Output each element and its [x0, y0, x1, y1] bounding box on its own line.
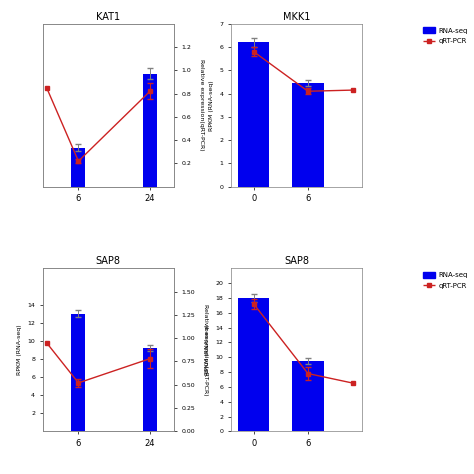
Legend: RNA-seq, qRT-PCR: RNA-seq, qRT-PCR — [423, 27, 467, 44]
Bar — [292, 361, 324, 431]
Legend: RNA-seq, qRT-PCR: RNA-seq, qRT-PCR — [423, 272, 467, 289]
Title: MKK1: MKK1 — [283, 11, 310, 21]
Title: KAT1: KAT1 — [96, 11, 120, 21]
Y-axis label: RPKM (RNA-seq): RPKM (RNA-seq) — [205, 325, 210, 375]
Y-axis label: Relative expression(qRT-PCR): Relative expression(qRT-PCR) — [203, 304, 208, 396]
Y-axis label: Relative expression(qRT-PCR): Relative expression(qRT-PCR) — [199, 59, 204, 151]
Bar — [72, 147, 85, 187]
Y-axis label: RPKM (RNA-seq): RPKM (RNA-seq) — [17, 325, 22, 375]
Bar — [238, 298, 270, 431]
Title: SAP8: SAP8 — [96, 256, 121, 266]
Bar — [72, 314, 85, 431]
Y-axis label: RPKM (RNA-seq): RPKM (RNA-seq) — [209, 80, 214, 130]
Title: SAP8: SAP8 — [284, 256, 309, 266]
Bar — [238, 42, 270, 187]
Bar — [143, 73, 157, 187]
Bar — [143, 348, 157, 431]
Bar — [292, 83, 324, 187]
